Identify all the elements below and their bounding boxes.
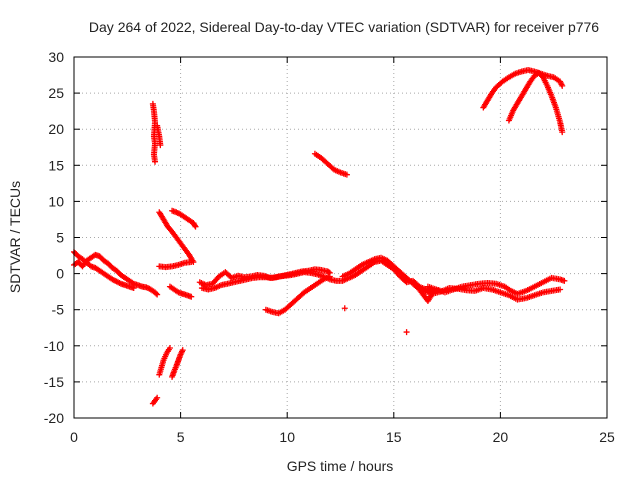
- data-point-marker: [157, 142, 164, 149]
- data-point-marker: [152, 158, 159, 165]
- x-tick-label: 20: [493, 429, 509, 445]
- data-points: [71, 66, 568, 407]
- data-point-marker: [558, 81, 565, 88]
- data-point-marker: [559, 129, 566, 136]
- chart-title: Day 264 of 2022, Sidereal Day-to-day VTE…: [89, 19, 599, 35]
- grid-lines: [74, 57, 607, 418]
- data-point-marker: [192, 223, 199, 230]
- data-point-marker: [179, 347, 186, 354]
- data-point-marker: [153, 290, 160, 297]
- data-point-marker: [341, 305, 348, 312]
- y-tick-label: -20: [44, 410, 64, 426]
- data-point-marker: [325, 269, 332, 276]
- data-point-marker: [130, 285, 137, 292]
- data-point-marker: [188, 259, 195, 266]
- x-tick-label: 25: [599, 429, 615, 445]
- y-tick-label: 30: [48, 49, 64, 65]
- x-tick-label: 10: [279, 429, 295, 445]
- data-point-marker: [154, 394, 161, 401]
- y-tick-label: 15: [48, 157, 64, 173]
- y-tick-label: 25: [48, 85, 64, 101]
- y-tick-label: -10: [44, 338, 64, 354]
- data-point-marker: [326, 273, 333, 280]
- data-point-marker: [561, 277, 568, 284]
- data-point-marker: [559, 82, 566, 89]
- data-point-marker: [191, 222, 198, 229]
- y-tick-label: 20: [48, 121, 64, 137]
- data-point-marker: [343, 171, 350, 178]
- x-tick-label: 0: [70, 429, 78, 445]
- y-tick-label: 0: [56, 266, 64, 282]
- data-point-marker: [557, 286, 564, 293]
- y-tick-label: -5: [52, 302, 65, 318]
- x-tick-label: 5: [177, 429, 185, 445]
- data-point-marker: [403, 329, 410, 336]
- data-point-marker: [166, 344, 173, 351]
- y-axis-label: SDTVAR / TECUs: [7, 181, 23, 293]
- data-point-marker: [188, 293, 195, 300]
- y-tick-label: 5: [56, 230, 64, 246]
- data-point-marker: [154, 291, 161, 298]
- y-axis-ticks: -20 -15 -10 -5 0 5 10 15 20 25 30: [44, 49, 607, 426]
- x-axis-label: GPS time / hours: [287, 458, 394, 474]
- x-tick-label: 15: [386, 429, 402, 445]
- y-tick-label: -15: [44, 374, 64, 390]
- x-axis-ticks: 0 5 10 15 20 25: [70, 57, 615, 445]
- y-tick-label: 10: [48, 193, 64, 209]
